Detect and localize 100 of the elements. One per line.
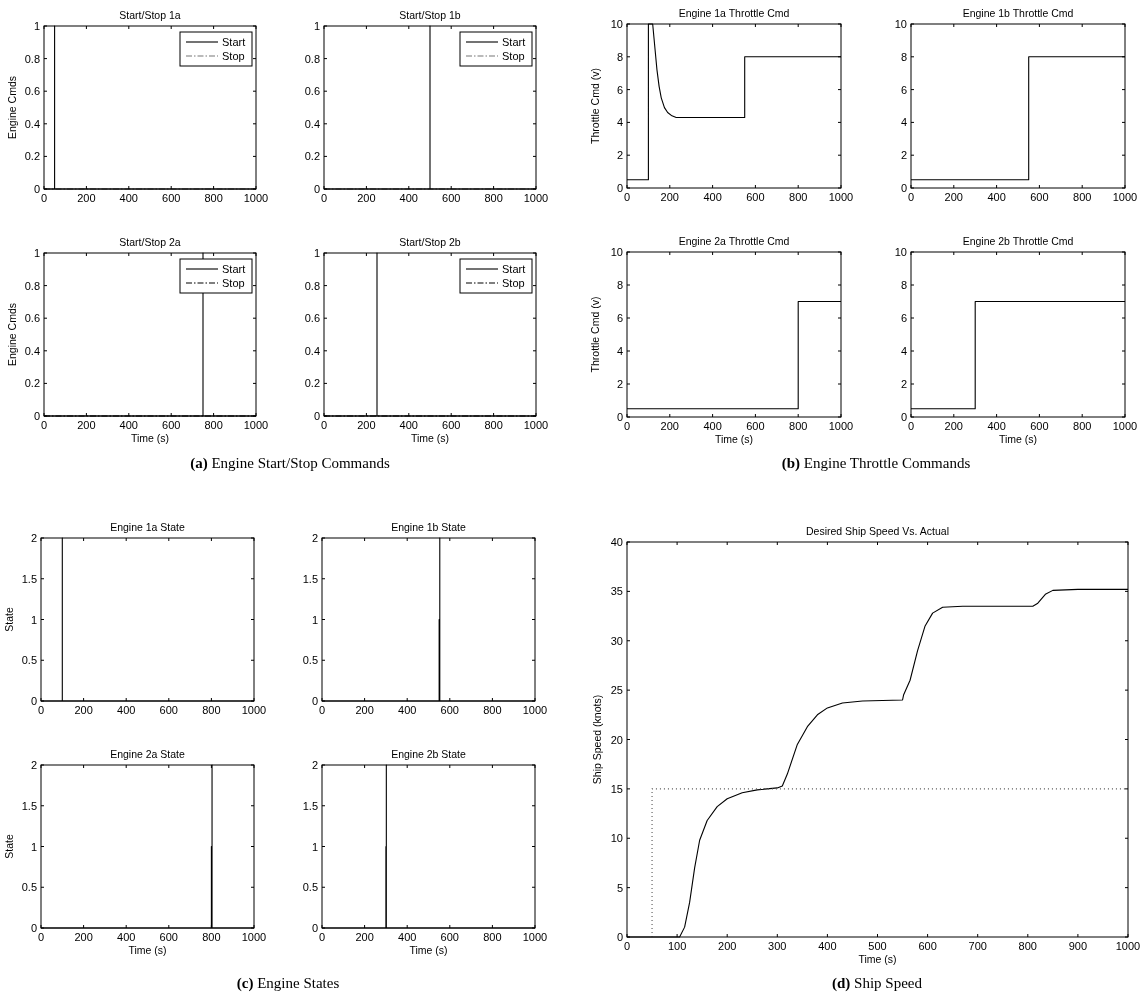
y-tick-label: 1 (33, 20, 40, 32)
y-tick-label: 0 (616, 411, 623, 423)
x-tick-label: 400 (987, 420, 1006, 432)
x-tick-label: 400 (117, 704, 136, 716)
y-tick-label: 1.5 (21, 572, 37, 585)
y-tick-label: 0.4 (24, 117, 40, 130)
y-axis-title: Ship Speed (knots) (591, 694, 603, 785)
x-tick-label: 200 (660, 420, 679, 432)
x-tick-label: 600 (918, 940, 937, 952)
x-tick-label: 600 (159, 704, 178, 716)
chart-title: Engine 1a Throttle Cmd (678, 7, 790, 19)
x-tick-label: 400 (119, 192, 138, 204)
y-tick-label: 2 (311, 759, 318, 771)
x-tick-label: 700 (968, 940, 987, 952)
text: (c) Engine States (236, 975, 340, 992)
x-tick-label: 400 (399, 419, 418, 431)
x-axis-title: Time (s) (714, 433, 754, 445)
text: (a) Engine Start/Stop Commands (190, 455, 390, 472)
chart-title: Start/Stop 1a (119, 9, 181, 21)
y-tick-label: 8 (900, 279, 907, 291)
y-tick-label: 2 (900, 378, 907, 390)
y-tick-label: 0 (30, 695, 37, 707)
y-tick-label: 0.6 (304, 85, 320, 98)
x-tick-label: 400 (399, 192, 418, 204)
x-tick-label: 200 (944, 420, 963, 432)
y-tick-label: 10 (610, 246, 623, 258)
legend-label: Start (502, 36, 526, 48)
y-tick-label: 0.4 (304, 344, 320, 357)
x-tick-label: 800 (484, 192, 503, 204)
y-tick-label: 0 (313, 183, 320, 195)
x-tick-label: 200 (944, 191, 963, 203)
x-axis-title: Time (s) (410, 432, 450, 444)
y-tick-label: 0 (900, 411, 907, 423)
x-tick-label: 200 (357, 419, 376, 431)
x-tick-label: 200 (355, 704, 374, 716)
y-tick-label: 4 (616, 345, 623, 357)
x-tick-label: 1000 (1112, 191, 1138, 203)
x-tick-label: 100 (667, 940, 687, 952)
x-tick-label: 1000 (241, 931, 267, 943)
y-tick-label: 2 (616, 149, 623, 162)
x-tick-label: 200 (77, 419, 96, 431)
chart-title: Engine 1b Throttle Cmd (962, 7, 1074, 19)
y-tick-label: 0.4 (304, 117, 320, 130)
x-axis-title: Time (s) (130, 432, 170, 444)
y-tick-label: 1.5 (302, 572, 318, 585)
y-tick-label: 0.2 (24, 150, 40, 163)
x-tick-label: 600 (440, 931, 459, 943)
y-tick-label: 10 (894, 18, 907, 30)
x-axis-title: Time (s) (858, 953, 897, 965)
y-tick-label: 1 (30, 613, 37, 626)
x-tick-label: 800 (483, 931, 502, 943)
x-tick-label: 800 (484, 419, 503, 431)
chart-title: Start/Stop 2a (119, 236, 181, 248)
y-tick-label: 0.8 (24, 52, 40, 65)
x-tick-label: 800 (1018, 940, 1037, 952)
x-tick-label: 800 (789, 191, 808, 203)
y-tick-label: 0.8 (24, 279, 40, 292)
y-tick-label: 10 (894, 246, 907, 258)
y-tick-label: 0.2 (304, 150, 320, 163)
x-tick-label: 400 (119, 419, 138, 431)
y-tick-label: 30 (610, 634, 623, 647)
x-tick-label: 600 (159, 931, 178, 943)
legend-label: Stop (222, 277, 245, 289)
y-tick-label: 4 (616, 116, 623, 129)
y-tick-label: 6 (900, 312, 907, 324)
y-tick-label: 2 (311, 532, 318, 544)
y-tick-label: 2 (30, 532, 37, 544)
y-tick-label: 8 (616, 50, 623, 63)
y-tick-label: 0 (30, 922, 37, 934)
x-tick-label: 1000 (243, 419, 269, 431)
y-tick-label: 0.5 (21, 654, 37, 667)
y-tick-label: 0 (33, 410, 40, 422)
x-tick-label: 1000 (243, 192, 269, 204)
y-axis-title: Engine Cmds (6, 75, 18, 140)
x-tick-label: 1000 (523, 192, 549, 204)
x-tick-label: 400 (703, 191, 722, 203)
y-tick-label: 2 (30, 759, 37, 771)
y-tick-label: 0.6 (24, 312, 40, 325)
y-tick-label: 1 (311, 840, 318, 853)
x-tick-label: 800 (1073, 191, 1092, 203)
chart-title: Engine 1b State (391, 521, 467, 533)
chart-title: Start/Stop 2b (399, 236, 461, 248)
x-tick-label: 800 (202, 704, 221, 716)
y-tick-label: 0 (311, 695, 318, 707)
y-tick-label: 6 (900, 83, 907, 96)
y-tick-label: 8 (616, 279, 623, 291)
y-tick-label: 1 (33, 247, 40, 259)
y-tick-label: 0.8 (304, 52, 320, 65)
x-tick-label: 800 (483, 704, 502, 716)
x-tick-label: 800 (204, 419, 223, 431)
text: (b) Engine Throttle Commands (781, 455, 971, 472)
x-tick-label: 1000 (828, 191, 854, 203)
x-axis-title: Time (s) (409, 944, 448, 956)
x-tick-label: 600 (1030, 191, 1049, 203)
y-tick-label: 4 (900, 116, 907, 129)
y-tick-label: 0.2 (304, 377, 320, 390)
x-tick-label: 600 (1030, 420, 1049, 432)
y-tick-label: 4 (900, 345, 907, 357)
x-tick-label: 400 (818, 940, 837, 952)
y-tick-label: 40 (610, 536, 623, 548)
